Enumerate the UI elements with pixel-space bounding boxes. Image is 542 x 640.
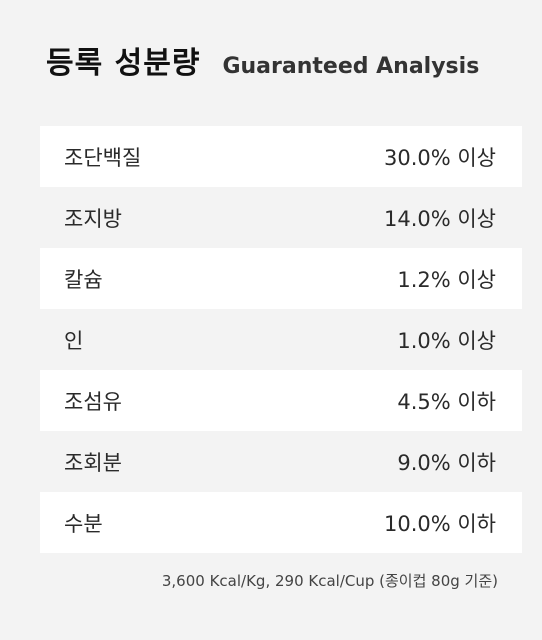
panel-header: 등록 성분량 Guaranteed Analysis: [46, 38, 479, 82]
nutrient-value: 9.0% 이하: [397, 450, 496, 475]
table-row: 조지방 14.0% 이상: [40, 187, 522, 248]
nutrient-value: 4.5% 이하: [397, 389, 496, 414]
analysis-table: 조단백질 30.0% 이상 조지방 14.0% 이상 칼슘 1.2% 이상 인 …: [40, 126, 522, 553]
nutrient-value: 10.0% 이하: [383, 511, 496, 536]
nutrient-name: 수분: [64, 511, 103, 536]
nutrient-name: 조지방: [64, 206, 122, 231]
nutrient-value: 1.2% 이상: [397, 267, 496, 292]
table-row: 칼슘 1.2% 이상: [40, 248, 522, 309]
nutrient-name: 조회분: [64, 450, 122, 475]
table-row: 수분 10.0% 이하: [40, 492, 522, 553]
nutrient-name: 인: [64, 328, 84, 353]
nutrient-name: 조단백질: [64, 145, 142, 170]
table-row: 조회분 9.0% 이하: [40, 431, 522, 492]
table-row: 조섬유 4.5% 이하: [40, 370, 522, 431]
calorie-note: 3,600 Kcal/Kg, 290 Kcal/Cup (종이컵 80g 기준): [161, 572, 498, 590]
nutrient-value: 1.0% 이상: [397, 328, 496, 353]
table-row: 조단백질 30.0% 이상: [40, 126, 522, 187]
nutrient-name: 조섬유: [64, 389, 122, 414]
title-korean: 등록 성분량: [46, 46, 201, 81]
nutrient-value: 30.0% 이상: [383, 145, 496, 170]
table-row: 인 1.0% 이상: [40, 309, 522, 370]
nutrient-name: 칼슘: [64, 267, 103, 292]
nutrient-value: 14.0% 이상: [383, 206, 496, 231]
title-english: Guaranteed Analysis: [222, 54, 480, 79]
